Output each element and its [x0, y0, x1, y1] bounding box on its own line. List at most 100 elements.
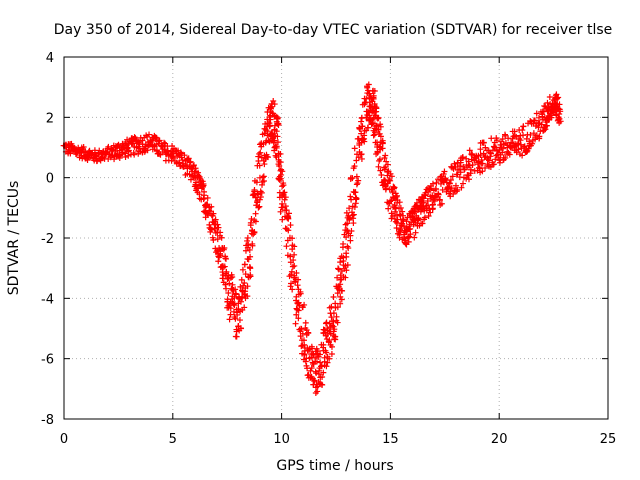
data-point [502, 155, 509, 162]
data-point [288, 268, 295, 275]
data-layer [60, 81, 564, 396]
data-point [536, 135, 543, 142]
data-point [242, 247, 249, 254]
data-point [221, 263, 228, 270]
data-point [513, 149, 520, 156]
data-point [530, 130, 537, 137]
data-point [375, 114, 382, 121]
data-point [164, 147, 171, 154]
data-point [529, 140, 536, 147]
data-point [344, 220, 351, 227]
data-point [343, 209, 350, 216]
data-point [277, 150, 284, 157]
data-point [380, 178, 387, 185]
data-point [499, 136, 506, 143]
data-point [212, 216, 219, 223]
data-point [379, 137, 386, 144]
data-point [359, 123, 366, 130]
data-point [186, 159, 193, 166]
x-tick-label: 10 [273, 432, 290, 447]
data-point [274, 139, 281, 146]
data-point [459, 154, 466, 161]
data-point [237, 283, 244, 290]
data-point [155, 138, 162, 145]
data-point [282, 194, 289, 201]
data-point [353, 173, 360, 180]
data-point [211, 225, 218, 232]
data-point [328, 350, 335, 357]
data-point [256, 162, 263, 169]
data-point [365, 124, 372, 131]
data-point [391, 215, 398, 222]
data-point [335, 265, 342, 272]
data-point [244, 283, 251, 290]
data-point [181, 152, 188, 159]
data-point [215, 224, 222, 231]
data-point [274, 133, 281, 140]
data-point [340, 240, 347, 247]
data-point [244, 234, 251, 241]
data-point [125, 152, 132, 159]
data-point [382, 152, 389, 159]
data-point [311, 378, 318, 385]
data-point [351, 145, 358, 152]
data-point [379, 145, 386, 152]
data-point [234, 311, 241, 318]
data-point [244, 237, 251, 244]
data-point [453, 188, 460, 195]
data-point [131, 134, 138, 141]
data-point [347, 193, 354, 200]
data-point [285, 227, 292, 234]
x-tick-label: 25 [600, 432, 617, 447]
data-point [370, 132, 377, 139]
data-point [226, 280, 233, 287]
data-point [371, 88, 378, 95]
data-point [156, 137, 163, 144]
data-point [411, 208, 418, 215]
data-point [323, 363, 330, 370]
data-point [279, 183, 286, 190]
data-point [224, 275, 231, 282]
data-point [458, 184, 465, 191]
data-point [229, 281, 236, 288]
data-point [307, 367, 314, 374]
data-point [226, 316, 233, 323]
data-point [301, 351, 308, 358]
data-point [273, 143, 280, 150]
data-point [256, 196, 263, 203]
data-point [439, 186, 446, 193]
data-point [396, 199, 403, 206]
data-point [302, 319, 309, 326]
data-point [334, 304, 341, 311]
data-point [241, 280, 248, 287]
data-point [547, 110, 554, 117]
data-point [338, 296, 345, 303]
data-point [220, 246, 227, 253]
data-point [493, 137, 500, 144]
data-point [295, 307, 302, 314]
data-point [330, 310, 337, 317]
data-point [429, 180, 436, 187]
data-point [260, 177, 267, 184]
data-point [422, 189, 429, 196]
data-point [241, 261, 248, 268]
data-point [320, 369, 327, 376]
data-point [206, 207, 213, 214]
data-point [271, 101, 278, 108]
data-point [415, 215, 422, 222]
data-point [506, 151, 513, 158]
data-point [252, 210, 259, 217]
data-point [323, 319, 330, 326]
data-point [247, 253, 254, 260]
y-tick-label: -2 [41, 232, 54, 247]
data-point [308, 365, 315, 371]
data-point [348, 196, 355, 203]
data-point [241, 304, 248, 311]
data-point [353, 195, 360, 202]
data-point [159, 143, 166, 150]
data-point [405, 238, 412, 245]
data-point [335, 266, 342, 273]
y-tick-label: 4 [46, 51, 54, 66]
data-point [195, 172, 202, 179]
data-point [161, 139, 168, 146]
